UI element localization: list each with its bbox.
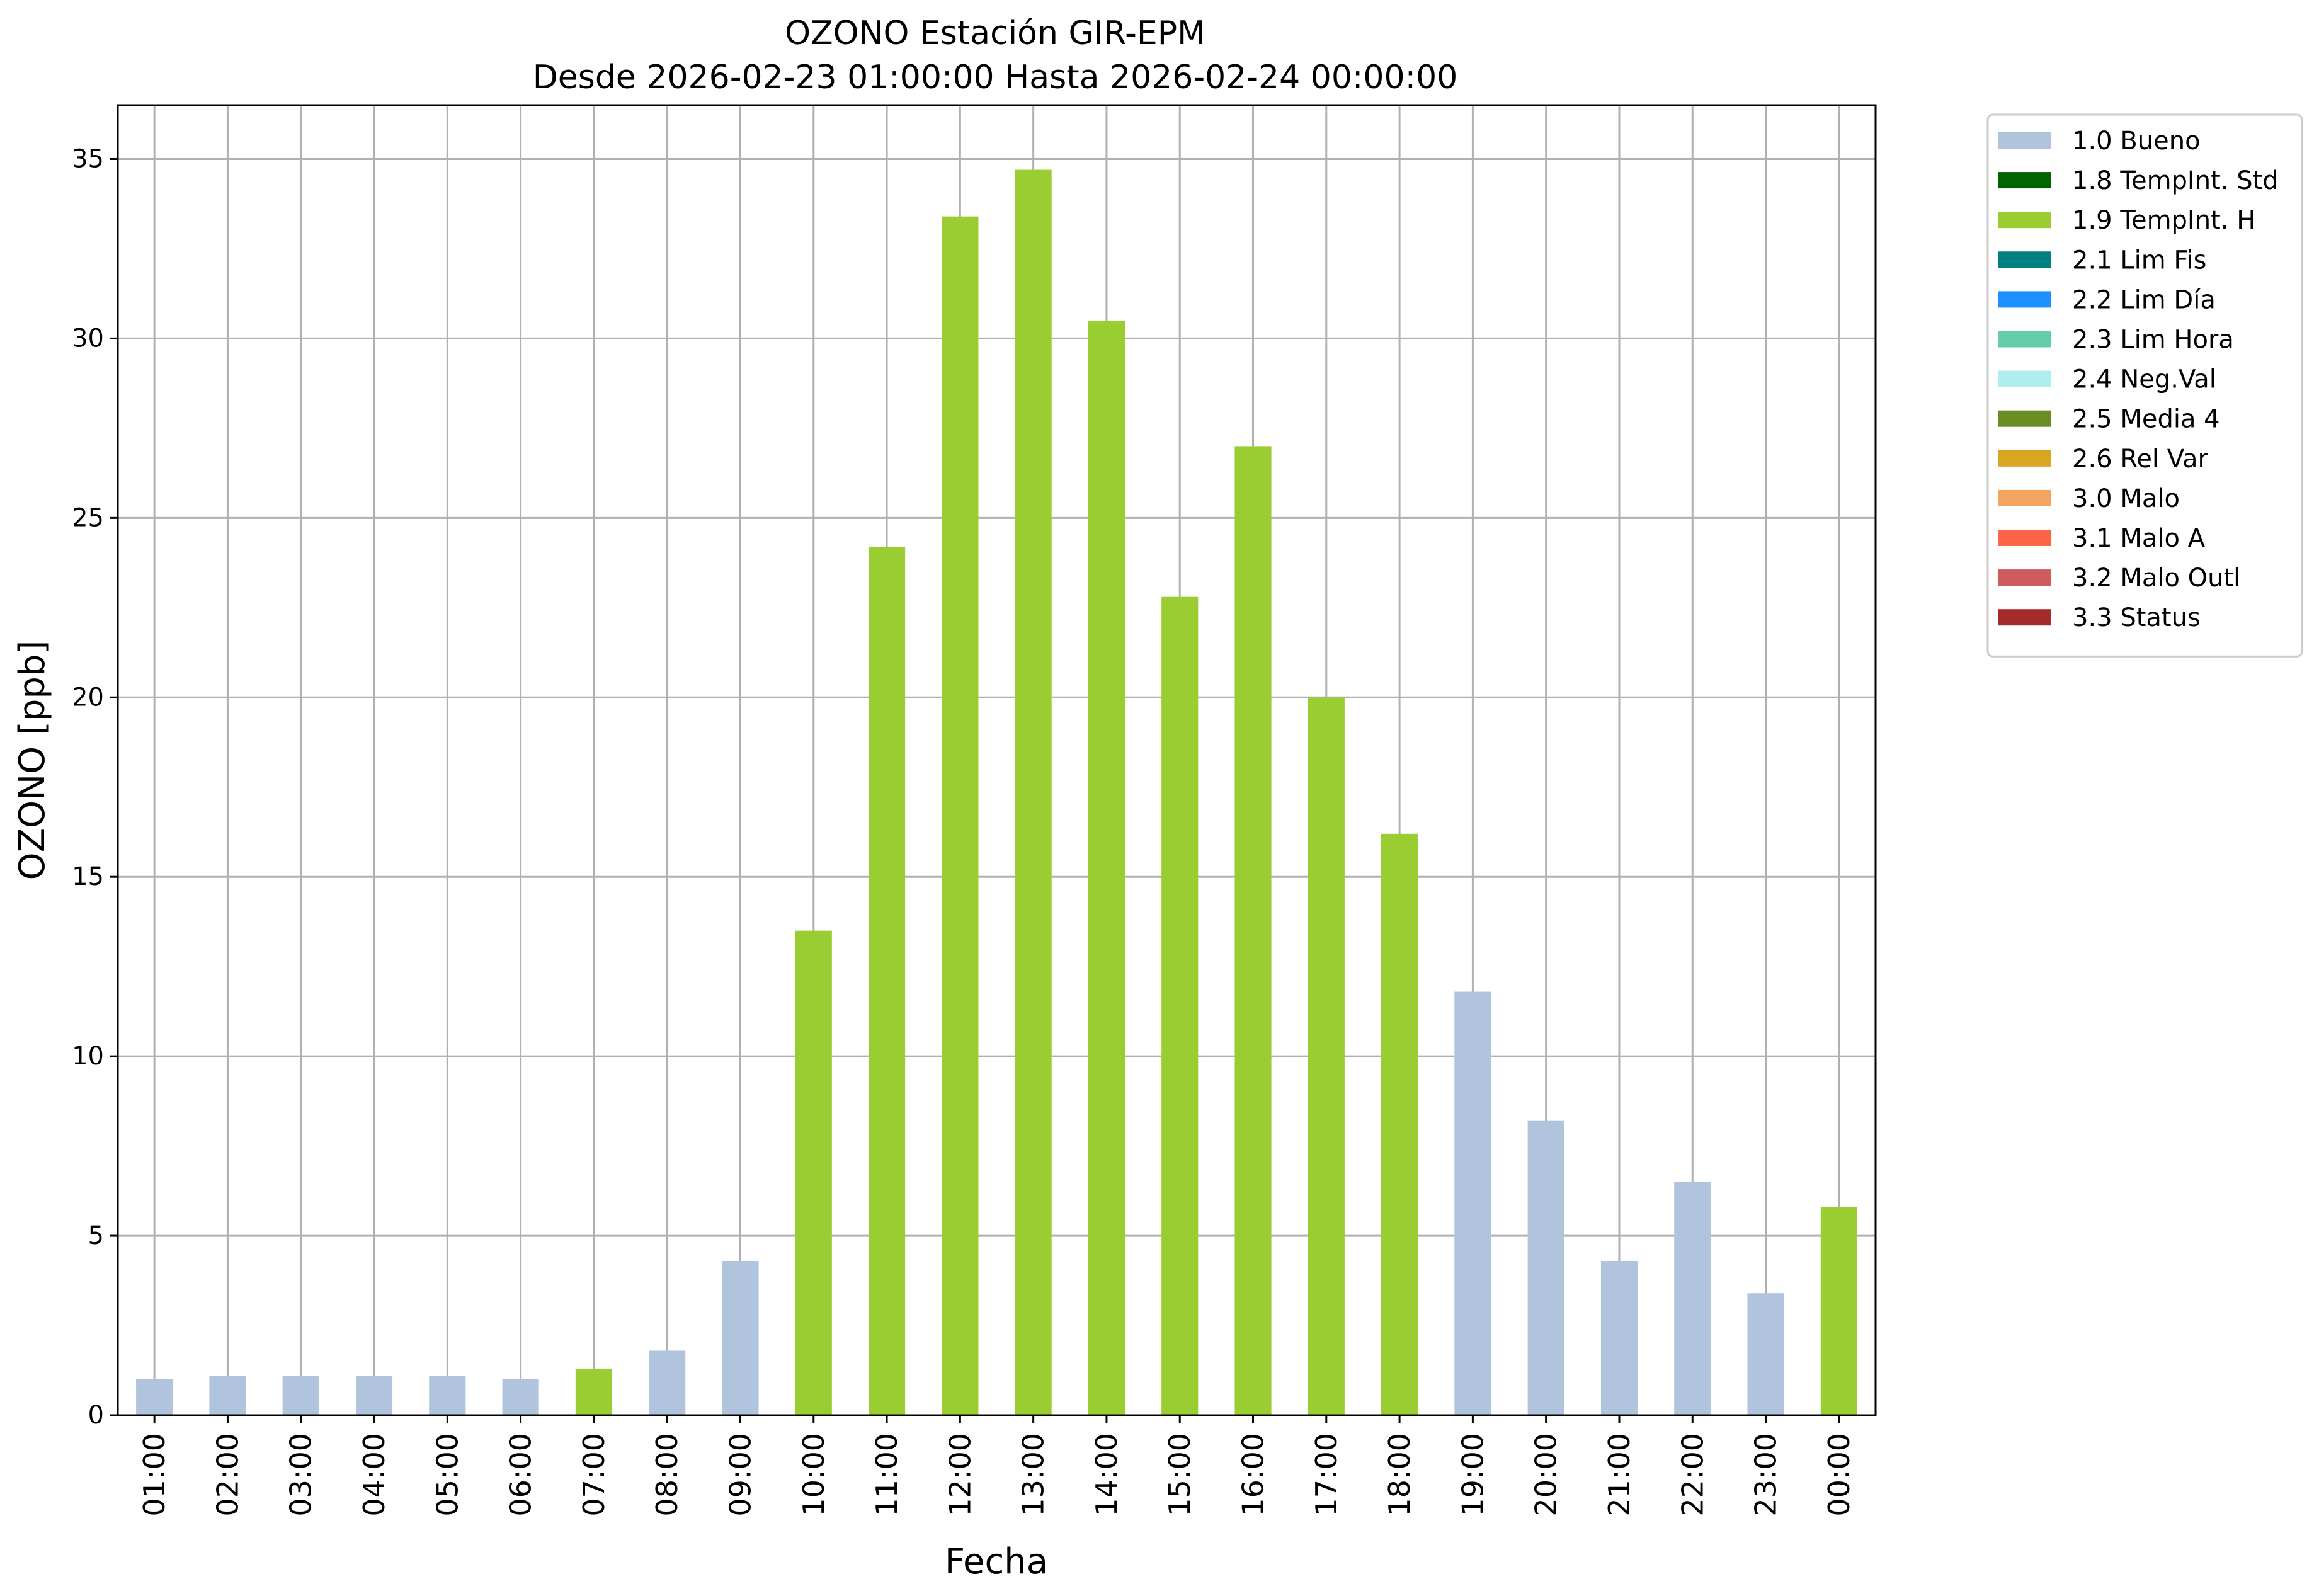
chart-title: OZONO Estación GIR-EPM <box>785 14 1205 52</box>
legend-swatch <box>1998 172 2051 189</box>
bar-0500 <box>429 1376 466 1415</box>
x-tick-label: 12:00 <box>943 1433 977 1517</box>
x-axis-label: Fecha <box>945 1541 1048 1582</box>
y-tick-label: 25 <box>72 503 104 532</box>
legend-swatch <box>1998 609 2051 626</box>
bar-0000 <box>1820 1207 1857 1415</box>
bar-0900 <box>722 1260 759 1415</box>
legend-swatch <box>1998 212 2051 229</box>
bar-2200 <box>1674 1182 1711 1415</box>
legend-swatch <box>1998 132 2051 149</box>
x-tick-label: 22:00 <box>1675 1433 1709 1517</box>
x-tick-label: 17:00 <box>1309 1433 1343 1517</box>
bar-0600 <box>502 1379 539 1415</box>
bar-0700 <box>575 1368 612 1415</box>
legend-swatch <box>1998 569 2051 586</box>
bar-1500 <box>1161 596 1199 1415</box>
bar-2300 <box>1747 1293 1784 1415</box>
bar-1300 <box>1015 169 1052 1416</box>
x-tick-label: 05:00 <box>430 1433 464 1517</box>
bar-0100 <box>136 1379 173 1415</box>
bar-2100 <box>1600 1260 1638 1415</box>
bar-2000 <box>1527 1120 1564 1415</box>
legend-swatch <box>1998 370 2051 387</box>
bar-1900 <box>1454 991 1491 1415</box>
y-tick-label: 35 <box>72 144 104 173</box>
legend-label: 3.3 Status <box>2072 603 2201 632</box>
y-tick-label: 0 <box>88 1401 104 1430</box>
legend-label: 1.0 Bueno <box>2072 127 2201 156</box>
legend-swatch <box>1998 331 2051 348</box>
legend-box <box>1986 113 2303 658</box>
x-tick-label: 00:00 <box>1822 1433 1856 1517</box>
x-tick-label: 07:00 <box>577 1433 611 1517</box>
legend-label: 3.2 Malo Outl <box>2072 564 2240 593</box>
x-tick-label: 11:00 <box>870 1433 904 1517</box>
bar-1700 <box>1308 697 1345 1415</box>
x-tick-label: 06:00 <box>504 1433 538 1517</box>
x-tick-label: 10:00 <box>797 1433 831 1517</box>
bar-0400 <box>355 1376 393 1415</box>
y-axis: 0 5 10 15 20 25 30 35 <box>72 144 118 1430</box>
bar-1200 <box>942 216 979 1416</box>
bar-1400 <box>1088 320 1125 1415</box>
legend-label: 1.8 TempInt. Std <box>2072 166 2279 195</box>
legend-label: 1.9 TempInt. H <box>2072 206 2255 235</box>
bar-0800 <box>649 1350 686 1415</box>
legend-swatch <box>1998 489 2051 506</box>
x-tick-label: 23:00 <box>1749 1433 1783 1517</box>
x-tick-label: 20:00 <box>1529 1433 1563 1517</box>
bars-group <box>136 169 1857 1416</box>
plot-frame <box>117 104 1877 1416</box>
x-tick-label: 15:00 <box>1163 1433 1197 1517</box>
x-tick-label: 18:00 <box>1382 1433 1416 1517</box>
x-tick-label: 19:00 <box>1456 1433 1490 1517</box>
y-tick-label: 15 <box>72 862 104 891</box>
x-tick-label: 08:00 <box>650 1433 684 1517</box>
y-tick-label: 20 <box>72 683 104 712</box>
x-tick-label: 02:00 <box>210 1433 244 1517</box>
legend-label: 2.3 Lim Hora <box>2072 326 2234 355</box>
legend-label: 2.2 Lim Día <box>2072 285 2216 314</box>
x-tick-label: 04:00 <box>357 1433 391 1517</box>
x-tick-label: 16:00 <box>1236 1433 1270 1517</box>
legend-swatch <box>1998 291 2051 308</box>
legend-swatch <box>1998 450 2051 467</box>
legend-swatch <box>1998 530 2051 546</box>
legend: 1.0 Bueno 1.8 TempInt. Std 1.9 TempInt. H 2… <box>1986 113 2303 658</box>
bar-0300 <box>282 1376 319 1415</box>
bar-1000 <box>795 930 832 1415</box>
y-axis-label: OZONO [ppb] <box>12 641 53 881</box>
y-tick-label: 5 <box>88 1221 104 1250</box>
bar-0200 <box>209 1376 246 1415</box>
x-tick-label: 13:00 <box>1017 1433 1051 1517</box>
legend-label: 2.1 Lim Fis <box>2072 246 2206 275</box>
legend-label: 3.0 Malo <box>2072 484 2180 513</box>
x-axis: 01:00 02:00 03:00 04:00 05:00 06:00 07:00 08:00… <box>137 1415 1856 1517</box>
bar-1600 <box>1234 446 1272 1415</box>
x-tick-label: 14:00 <box>1090 1433 1124 1517</box>
legend-label: 3.1 Malo A <box>2072 524 2206 553</box>
y-tick-label: 10 <box>72 1042 104 1071</box>
grid-lines <box>118 105 1876 1416</box>
x-tick-label: 01:00 <box>137 1433 171 1517</box>
legend-label: 2.6 Rel Var <box>2072 445 2209 474</box>
chart-subtitle: Desde 2026-02-23 01:00:00 Hasta 2026-02-… <box>533 59 1458 96</box>
legend-label: 2.4 Neg.Val <box>2072 365 2216 394</box>
bar-1800 <box>1381 833 1418 1415</box>
y-tick-label: 30 <box>72 324 104 353</box>
legend-label: 2.5 Media 4 <box>2072 405 2220 434</box>
x-tick-label: 03:00 <box>284 1433 318 1517</box>
x-tick-label: 21:00 <box>1602 1433 1636 1517</box>
bar-1100 <box>868 546 906 1415</box>
legend-swatch <box>1998 251 2051 268</box>
x-tick-label: 09:00 <box>723 1433 757 1517</box>
legend-swatch <box>1998 410 2051 427</box>
